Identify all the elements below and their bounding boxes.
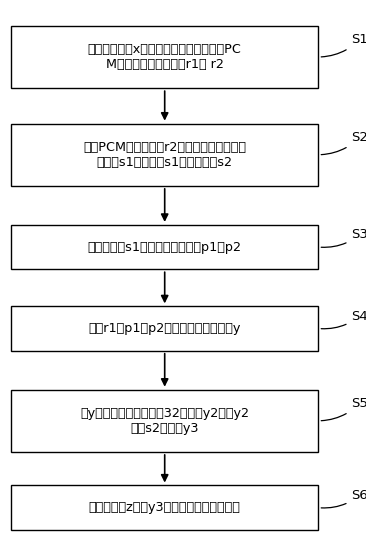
Text: S3: S3 <box>321 228 366 247</box>
Text: S4: S4 <box>321 310 366 329</box>
Text: S2: S2 <box>321 131 366 155</box>
Text: S1: S1 <box>321 33 366 57</box>
FancyBboxPatch shape <box>11 26 318 88</box>
FancyBboxPatch shape <box>11 485 318 530</box>
Text: 根据PCM编码规则对r2进行压缩编码，得到
编码值s1，并根据s1设置移位值s2: 根据PCM编码规则对r2进行压缩编码，得到 编码值s1，并根据s1设置移位值s2 <box>83 141 246 169</box>
FancyBboxPatch shape <box>11 225 318 269</box>
Text: 根据r1、p1和p2通过乘累加运算得到y: 根据r1、p1和p2通过乘累加运算得到y <box>89 322 241 335</box>
Text: 利用编码值s1查询查找表，得到p1和p2: 利用编码值s1查询查找表，得到p1和p2 <box>88 241 242 254</box>
Text: S6: S6 <box>321 489 366 508</box>
FancyBboxPatch shape <box>11 390 318 452</box>
Text: 对输入的除数x进行饱和运算，得到满足PC
M压缩编码输入范围的r1和 r2: 对输入的除数x进行饱和运算，得到满足PC M压缩编码输入范围的r1和 r2 <box>88 43 242 71</box>
Text: S5: S5 <box>321 397 366 421</box>
Text: 对y进行位移处理，左移32位得到y2，对y2
右移s2位得到y3: 对y进行位移处理，左移32位得到y2，对y2 右移s2位得到y3 <box>80 407 249 435</box>
Text: 输入被除数z，与y3通过乘法运算得到结果: 输入被除数z，与y3通过乘法运算得到结果 <box>89 501 240 514</box>
FancyBboxPatch shape <box>11 306 318 351</box>
FancyBboxPatch shape <box>11 124 318 186</box>
